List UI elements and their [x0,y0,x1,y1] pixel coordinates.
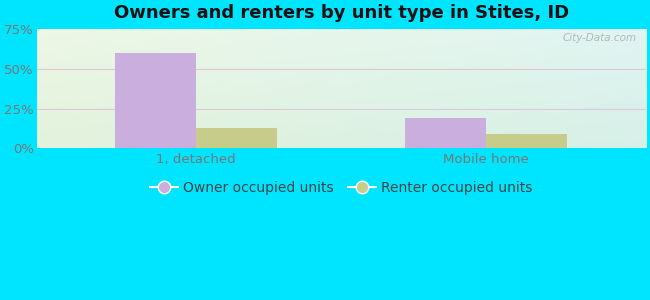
Bar [486,134,567,148]
Bar [405,118,486,148]
Text: City-Data.com: City-Data.com [562,33,637,43]
Bar [196,128,278,148]
Bar [115,53,196,148]
Legend: Owner occupied units, Renter occupied units: Owner occupied units, Renter occupied un… [144,176,538,201]
Title: Owners and renters by unit type in Stites, ID: Owners and renters by unit type in Stite… [114,4,569,22]
